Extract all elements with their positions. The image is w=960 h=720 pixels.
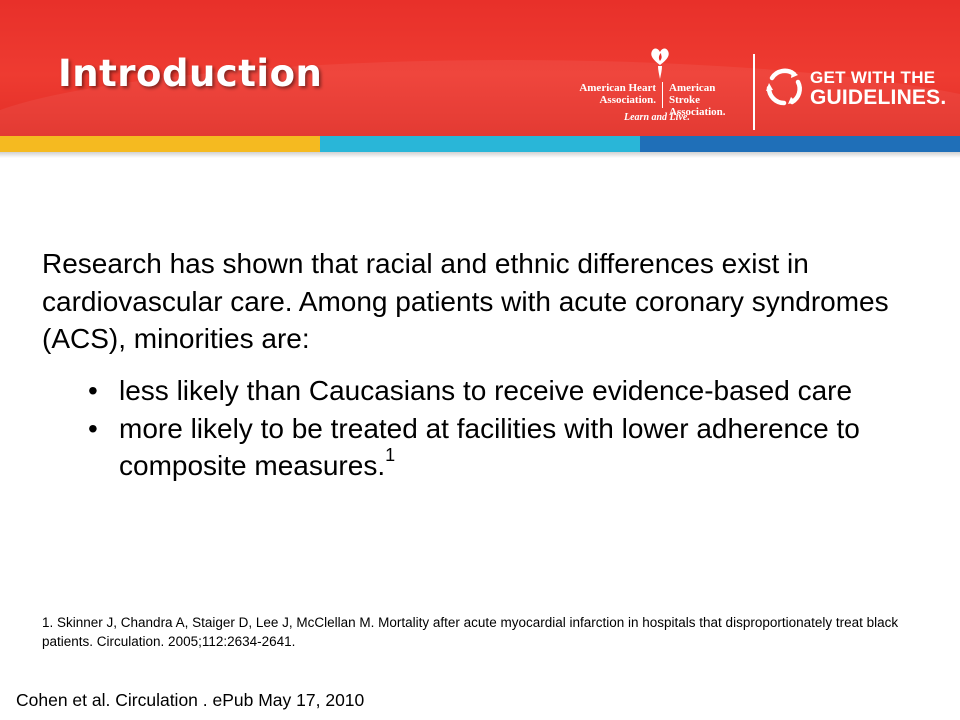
accent-stripe-yellow: [0, 136, 320, 152]
footnote-marker: 1: [385, 445, 396, 465]
header-banner: Introduction American Heart Association.…: [0, 0, 960, 136]
bullet-item: • less likely than Caucasians to receive…: [86, 372, 876, 410]
asa-name: American Stroke Association.: [669, 82, 749, 118]
bullet-text: less likely than Caucasians to receive e…: [119, 375, 853, 406]
bullet-item: • more likely to be treated at facilitie…: [86, 410, 876, 485]
aha-asa-logo: American Heart Association. American Str…: [572, 46, 750, 126]
asa-line-1: American Stroke: [669, 82, 716, 106]
bullet-marker: •: [88, 412, 98, 444]
bullet-list: • less likely than Caucasians to receive…: [86, 372, 876, 485]
stripe-shadow: [0, 152, 960, 158]
aha-line-1: American Heart: [579, 82, 656, 94]
bullet-marker: •: [88, 375, 98, 406]
torch-heart-icon: [651, 48, 669, 79]
gwtg-logo-text: GET WITH THE GUIDELINES.: [810, 68, 946, 109]
asa-line-2: Association.: [669, 106, 726, 118]
gwtg-circular-arrows-icon: [766, 68, 802, 106]
slide-title: Introduction: [58, 52, 323, 95]
gwtg-line-1: GET WITH THE: [810, 68, 936, 87]
aha-line-2: Association.: [599, 94, 656, 106]
logo-separator: [753, 54, 755, 130]
aha-name: American Heart Association.: [572, 82, 656, 106]
reference-footnote: 1. Skinner J, Chandra A, Staiger D, Lee …: [42, 615, 899, 649]
intro-paragraph: Research has shown that racial and ethni…: [42, 248, 889, 354]
accent-stripe-blue: [640, 136, 960, 152]
gwtg-line-2: GUIDELINES.: [810, 86, 947, 109]
bullet-text: more likely to be treated at facilities …: [119, 412, 860, 482]
source-citation: Cohen et al. Circulation . ePub May 17, …: [16, 690, 365, 710]
aha-tagline: Learn and Live.: [624, 112, 690, 123]
accent-stripe-cyan: [320, 136, 640, 152]
logo-divider: [662, 82, 663, 108]
